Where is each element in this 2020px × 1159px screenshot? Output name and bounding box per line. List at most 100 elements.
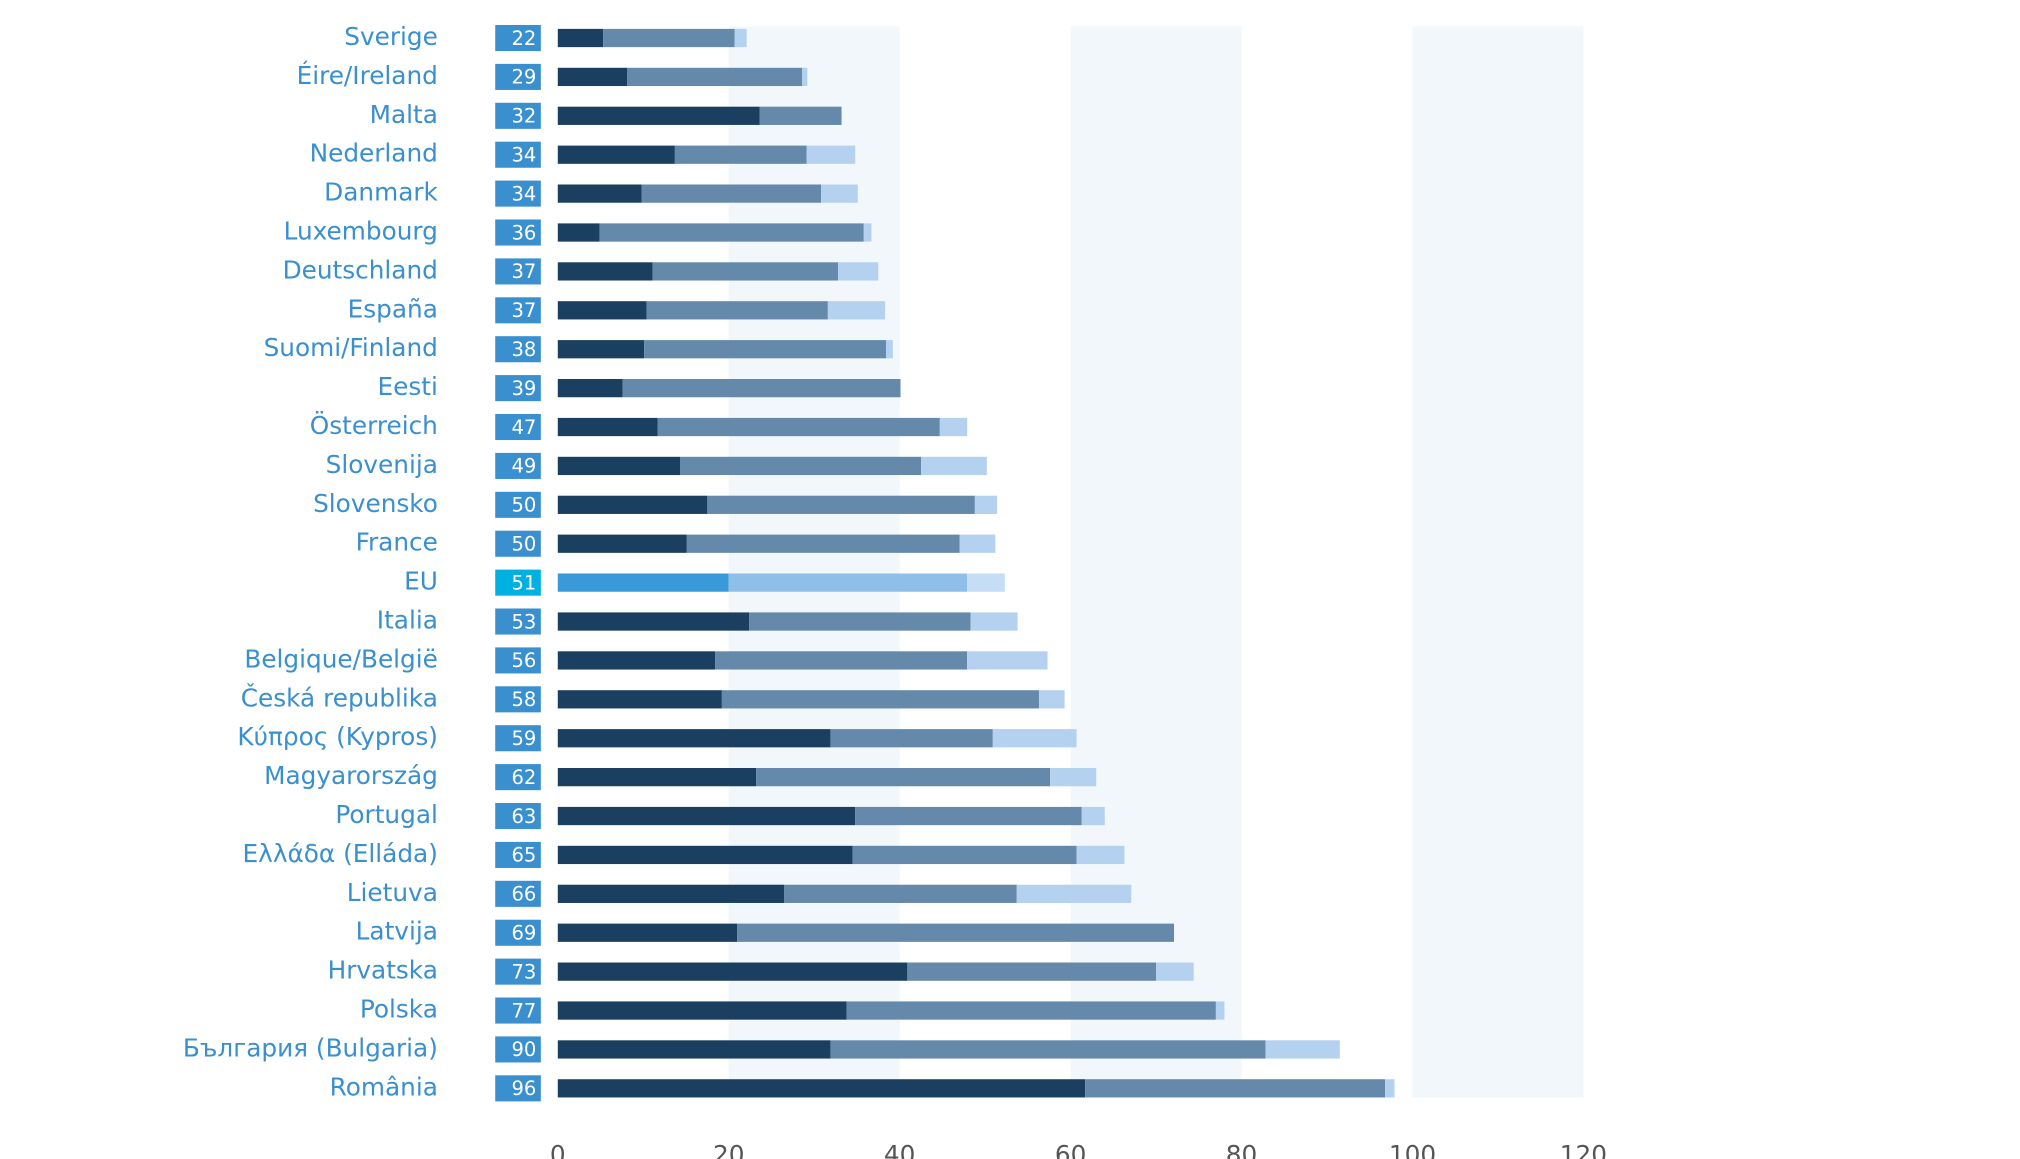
bar-segment	[1265, 1040, 1340, 1059]
category-label: Éire/Ireland	[297, 61, 438, 90]
x-tick-label: 20	[713, 1140, 745, 1159]
total-label: 50	[511, 494, 536, 517]
total-label: 22	[511, 27, 536, 50]
total-box	[495, 608, 541, 635]
bar-segment	[557, 962, 908, 981]
bar-segment	[557, 301, 647, 320]
bar-segment	[557, 690, 722, 709]
bar-segment	[1038, 690, 1065, 709]
bar-segment	[1050, 768, 1097, 787]
total-box	[495, 919, 541, 946]
bar-segment	[974, 495, 998, 514]
bar-segment	[657, 417, 940, 437]
total-label: 29	[511, 66, 536, 89]
bar-segment	[1076, 845, 1125, 865]
category-label: Sverige	[344, 22, 438, 51]
bar-segment	[599, 223, 864, 242]
bar-segment	[557, 223, 600, 242]
category-label: Slovenija	[326, 450, 438, 479]
bar-segment	[557, 534, 687, 553]
bar-segment	[1016, 884, 1132, 903]
total-box	[495, 491, 541, 518]
total-label: 69	[511, 922, 536, 945]
bar-segment	[627, 67, 803, 87]
bar-segment	[715, 651, 968, 670]
bar-segment	[967, 651, 1048, 670]
total-box	[495, 803, 541, 830]
category-label: Danmark	[324, 178, 438, 207]
bar-segment	[756, 768, 1051, 787]
bar-segment	[1385, 1079, 1395, 1098]
bar-segment	[674, 145, 807, 164]
total-box	[495, 841, 541, 868]
bar-segment	[557, 417, 658, 437]
total-label: 73	[511, 960, 536, 983]
bar-segment	[557, 1001, 847, 1020]
bar-segment	[806, 145, 856, 164]
total-label: 77	[511, 999, 536, 1022]
total-label: 53	[511, 610, 536, 633]
total-box	[495, 336, 541, 363]
bar-segment	[734, 28, 747, 48]
band	[1412, 26, 1584, 1098]
x-tick-label: 120	[1560, 1140, 1607, 1159]
x-tick-label: 80	[1226, 1140, 1258, 1159]
category-label: Ελλάδα (Elláda)	[243, 839, 438, 868]
total-box	[495, 219, 541, 246]
total-box	[495, 297, 541, 324]
category-label: Latvija	[356, 917, 438, 946]
total-label: 96	[511, 1077, 536, 1100]
total-label: 49	[511, 455, 536, 478]
bar-segment	[557, 495, 708, 514]
bar-segment	[622, 378, 901, 398]
bar-segment	[846, 1001, 1216, 1020]
bar-segment	[921, 456, 987, 476]
bar-segment	[1156, 962, 1194, 981]
bar-segment	[1215, 1001, 1225, 1020]
bar-segment	[557, 573, 729, 592]
bar-segment	[557, 67, 628, 87]
bar-segment	[855, 806, 1082, 826]
category-label: Italia	[377, 606, 438, 635]
total-label: 32	[511, 105, 536, 128]
bar-segment	[737, 923, 1175, 942]
bar-segment	[707, 495, 975, 514]
total-box	[495, 686, 541, 713]
category-label: Hrvatska	[328, 956, 438, 985]
bar-segment	[557, 184, 642, 203]
total-label: 59	[511, 727, 536, 750]
bar-segment	[557, 262, 653, 281]
bar-segment	[557, 145, 675, 164]
total-label: 34	[511, 144, 536, 167]
bar-segment	[557, 612, 750, 631]
total-label: 66	[511, 883, 536, 906]
x-tick-label: 100	[1389, 1140, 1436, 1159]
bar-segment	[686, 534, 960, 553]
category-label: България (Bulgaria)	[183, 1033, 438, 1062]
category-label: Magyarország	[264, 761, 438, 790]
bar-segment	[830, 729, 993, 748]
x-tick-label: 0	[550, 1140, 566, 1159]
total-label: 36	[511, 221, 536, 244]
bar-segment	[557, 768, 757, 787]
category-label: Česká republika	[241, 682, 438, 712]
bar-segment	[557, 28, 604, 48]
bar-segment	[646, 301, 828, 320]
category-label: Luxembourg	[284, 217, 438, 246]
total-box	[495, 180, 541, 207]
bar-segment	[784, 884, 1017, 903]
bar-segment	[557, 884, 785, 903]
total-label: 56	[511, 649, 536, 672]
total-box	[495, 63, 541, 90]
category-label: Eesti	[378, 372, 438, 401]
total-label: 58	[511, 688, 536, 711]
bar-segment	[557, 845, 853, 865]
x-tick-label: 40	[884, 1140, 915, 1159]
bar-segment	[838, 262, 879, 281]
category-label: Polska	[360, 995, 438, 1024]
total-box	[495, 530, 541, 557]
category-label: Suomi/Finland	[264, 333, 438, 362]
bar-segment	[885, 340, 893, 359]
bar-segment	[1081, 806, 1105, 826]
